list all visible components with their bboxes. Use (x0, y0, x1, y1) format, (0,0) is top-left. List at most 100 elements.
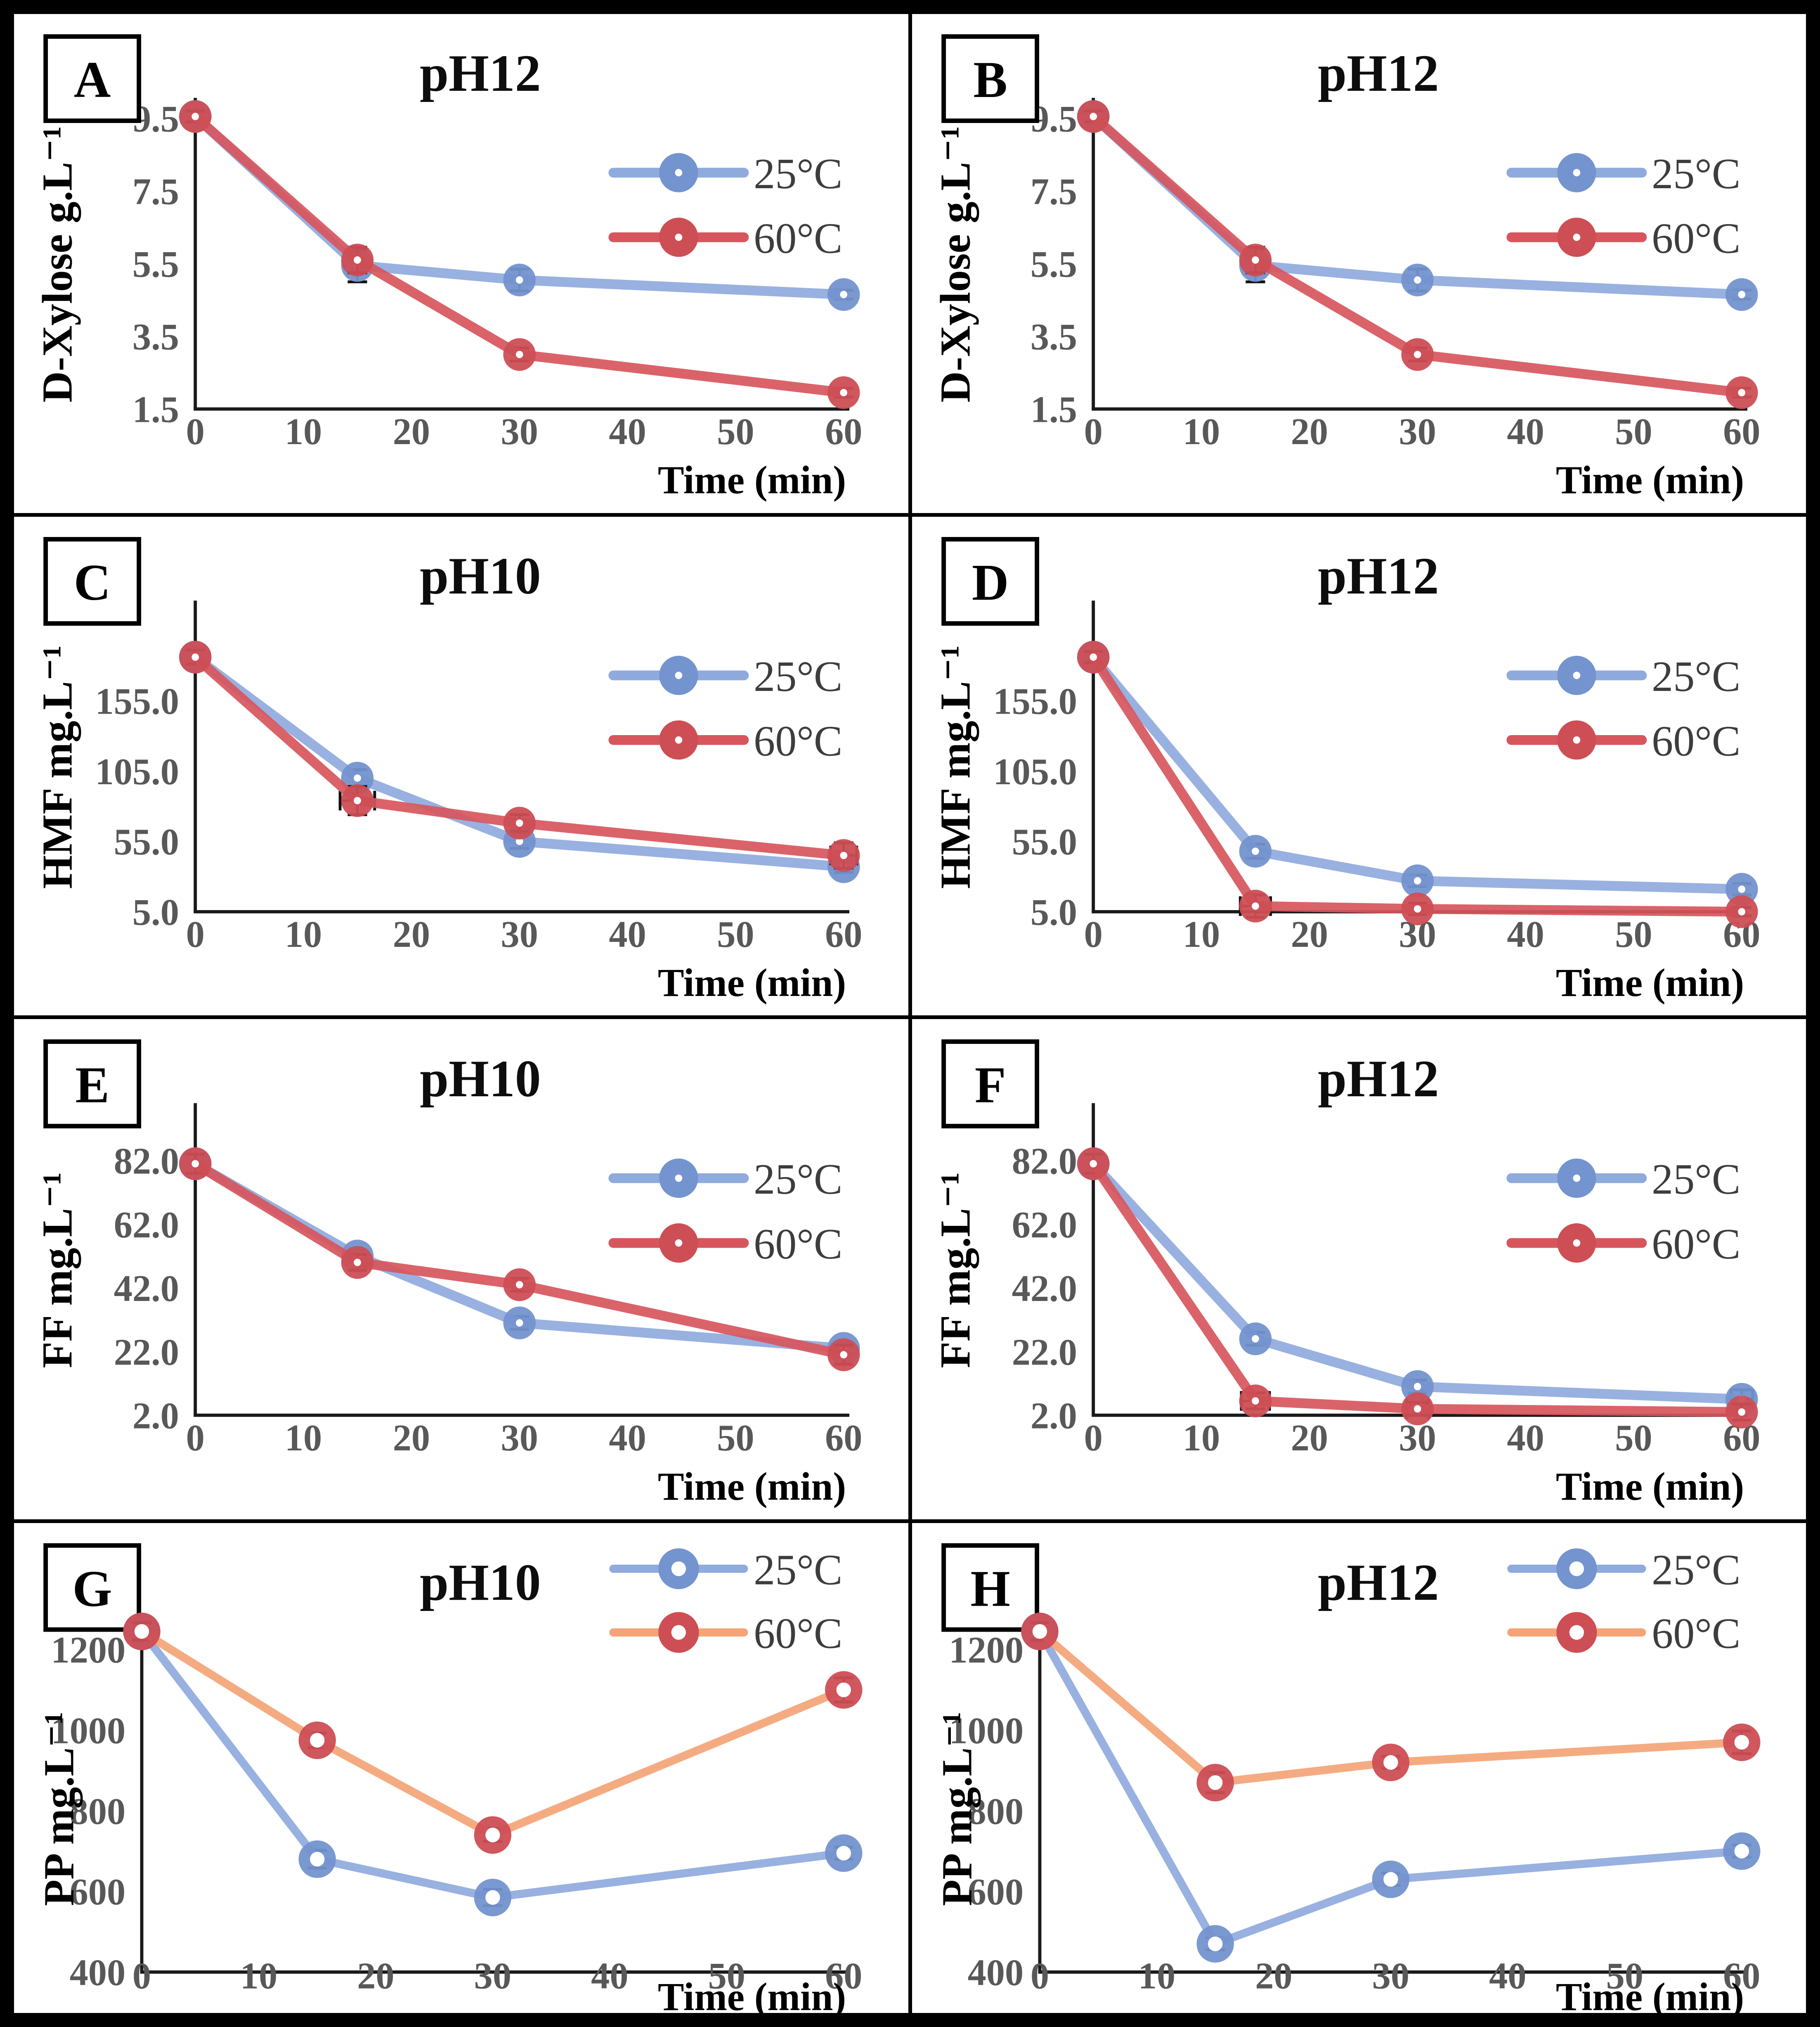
x-tick-label: 20 (393, 1417, 430, 1459)
y-tick-label: 1.5 (1030, 388, 1077, 430)
data-point-hole (1251, 256, 1259, 264)
legend-marker-hole (1573, 233, 1580, 241)
x-tick-label: 0 (186, 1417, 205, 1459)
panel-C-chart: 155.0 105.0 55.0 5.00 10 20 30 40 50 60 HMF mg.L⁻¹… (33, 537, 862, 1005)
data-point-hole (840, 389, 848, 397)
legend-label: 25°C (1652, 1546, 1740, 1594)
data-point-hole (1734, 1735, 1749, 1750)
x-tick-label: 10 (285, 411, 322, 452)
data-point-hole (1089, 113, 1097, 121)
x-tick-label: 30 (474, 1955, 511, 1996)
axes (140, 1616, 850, 1974)
series-60C (1077, 100, 1758, 409)
data-point-hole (840, 1351, 848, 1359)
series-60C (1077, 641, 1758, 928)
panel-letter: D (971, 553, 1008, 611)
y-tick-label: 82.0 (1012, 1140, 1077, 1182)
x-tick-label: 50 (1606, 1955, 1643, 1996)
legend-item-25C: 25°C (608, 150, 842, 198)
y-tick-label: 7.5 (132, 170, 179, 212)
data-point-hole (1413, 1383, 1421, 1391)
y-tick-label: 155.0 (95, 680, 179, 722)
legend: 25°C 60°C (608, 150, 842, 263)
y-tick-label: 82.0 (114, 1140, 179, 1182)
chart-title: pH10 (420, 1554, 541, 1611)
y-tick-label: 42.0 (114, 1268, 179, 1310)
panel-letter: B (973, 51, 1007, 109)
data-point-hole (836, 1682, 851, 1698)
legend: 25°C 60°C (1506, 652, 1740, 765)
series-60C (1021, 1613, 1760, 1802)
data-point-hole (515, 350, 523, 358)
data-point-hole (1413, 905, 1421, 913)
axes (194, 98, 850, 411)
series-25C (179, 100, 860, 311)
legend-item-25C: 25°C (1507, 1546, 1740, 1594)
legend-item-60C: 60°C (608, 1220, 842, 1268)
x-tick-label: 40 (609, 411, 646, 452)
data-point-hole (840, 291, 848, 298)
y-tick-label: 800 (967, 1790, 1023, 1832)
y-tick-label: 1200 (949, 1629, 1023, 1671)
data-point-hole (1413, 350, 1421, 358)
data-point-hole (1737, 908, 1745, 915)
axes (1038, 1616, 1747, 1974)
y-tick-label: 3.5 (132, 316, 179, 357)
legend-marker-hole (675, 169, 683, 177)
legend-label: 60°C (754, 1610, 842, 1658)
legend-marker-hole (1569, 1625, 1584, 1640)
y-axis-label: HMF mg.L⁻¹ (931, 645, 979, 889)
y-tick-label: 5.0 (132, 891, 179, 933)
legend-label: 25°C (1652, 150, 1740, 198)
y-tick-label: 600 (70, 1871, 126, 1913)
data-point-hole (515, 837, 523, 845)
data-point-hole (836, 1846, 851, 1861)
chart-title: pH10 (420, 1050, 541, 1108)
y-tick-label: 400 (967, 1951, 1023, 1993)
axes (1091, 1103, 1747, 1417)
legend-label: 25°C (754, 1546, 842, 1594)
x-tick-label: 20 (1255, 1955, 1292, 1996)
y-tick-label: 105.0 (993, 750, 1077, 792)
y-tick-label: 2.0 (1030, 1395, 1077, 1437)
data-point-hole (1251, 1335, 1259, 1343)
y-tick-label: 800 (70, 1790, 126, 1832)
x-axis-label: Time (min) (1556, 1464, 1744, 1509)
data-point-hole (1737, 1408, 1745, 1416)
legend-marker-hole (675, 233, 683, 241)
legend-label: 60°C (1652, 214, 1740, 262)
legend-marker-hole (671, 1561, 686, 1576)
x-tick-label: 50 (1615, 1417, 1652, 1459)
legend-marker-hole (675, 736, 683, 744)
y-tick-label: 5.5 (1030, 243, 1077, 285)
legend-label: 60°C (754, 1220, 842, 1268)
x-tick-label: 50 (1615, 913, 1652, 955)
series-25C (1021, 1613, 1760, 1963)
data-point-hole (1251, 847, 1259, 855)
y-tick-label: 22.0 (114, 1331, 179, 1373)
data-point-hole (1413, 877, 1421, 885)
panel-D: 155.0 105.0 55.0 5.0 0 10 20 30 40 50 60 HMF mg.L⁻¹… (912, 516, 1806, 1016)
x-tick-label: 0 (1030, 1955, 1049, 1996)
x-tick-label: 10 (285, 913, 322, 955)
data-point-hole (354, 1258, 361, 1266)
y-tick-label: 22.0 (1012, 1331, 1077, 1373)
x-tick-label: 50 (1615, 411, 1652, 452)
y-axis-label: FF mg.L⁻¹ (33, 1172, 81, 1368)
data-point-hole (354, 256, 361, 264)
legend-marker-hole (675, 1239, 683, 1247)
x-tick-label: 20 (1291, 1417, 1328, 1459)
x-tick-label: 60 (825, 1417, 862, 1459)
legend-label: 60°C (754, 214, 842, 262)
data-point-hole (1208, 1775, 1222, 1790)
legend-marker-hole (1573, 1174, 1580, 1182)
y-axis-label: FF mg.L⁻¹ (931, 1172, 979, 1368)
legend: 25°C 60°C (609, 1546, 842, 1658)
y-tick-label: 600 (967, 1871, 1023, 1913)
x-tick-label: 40 (609, 913, 646, 955)
series-60C (179, 100, 860, 409)
panel-letter: F (974, 1056, 1006, 1114)
y-tick-label: 2.0 (132, 1395, 179, 1437)
x-tick-label: 40 (1507, 411, 1544, 452)
